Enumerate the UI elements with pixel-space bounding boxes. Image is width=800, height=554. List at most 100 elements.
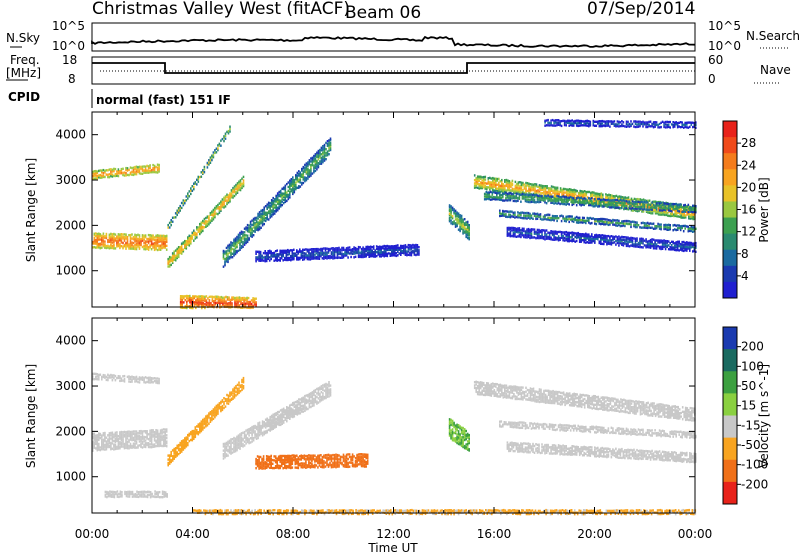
power-echo-cell [627, 219, 629, 223]
power-echo-cell [236, 243, 238, 247]
power-echo-cell [170, 259, 172, 263]
power-echo-cell [541, 192, 544, 195]
power-echo-cell [327, 255, 330, 258]
power-echo-cell [515, 229, 518, 232]
power-echo-cell [404, 253, 407, 256]
power-echo-cell [257, 225, 259, 228]
power-echo-cell [557, 195, 560, 198]
power-echo-cell [505, 194, 507, 197]
power-echo-cell [147, 248, 150, 251]
power-echo-cell [491, 196, 494, 199]
power-echo-cell [600, 125, 602, 128]
power-echo-cell [134, 238, 136, 241]
power-echo-cell [640, 122, 643, 126]
power-echo-cell [274, 255, 277, 258]
vel-echo-cell [129, 434, 132, 437]
power-echo-cell [585, 234, 587, 237]
power-echo-cell [634, 125, 637, 129]
vel-echo-cell [122, 437, 124, 440]
power-echo-cell [575, 119, 578, 122]
freq-unit-label: [MHz] [6, 66, 41, 80]
power-echo-cell [196, 297, 199, 300]
power-echo-cell [162, 246, 165, 249]
vel-echo-cell [104, 439, 106, 443]
power-echo-cell [120, 235, 123, 238]
power-echo-cell [237, 239, 240, 242]
power-echo-cell [98, 242, 100, 246]
power-echo-cell [217, 144, 219, 147]
power-echo-cell [311, 162, 314, 165]
power-echo-cell [138, 234, 141, 237]
power-echo-cell [634, 120, 637, 123]
power-echo-cell [671, 208, 673, 212]
power-echo-cell [684, 214, 687, 217]
power-echo-cell [666, 244, 668, 247]
power-echo-cell [372, 255, 375, 258]
power-echo-cell [577, 191, 580, 195]
power-echo-cell [661, 245, 664, 249]
power-echo-cell [560, 195, 563, 199]
power-echo-cell [225, 295, 227, 299]
power-echo-cell [250, 302, 253, 306]
power-echo-cell [499, 209, 501, 212]
power-echo-cell [628, 245, 631, 248]
power-echo-cell [657, 208, 660, 212]
power-echo-cell [523, 214, 525, 217]
power-echo-cell [185, 243, 188, 246]
power-echo-cell [205, 299, 208, 302]
power-echo-cell [667, 244, 670, 247]
power-echo-cell [329, 137, 332, 140]
power-echo-cell [264, 255, 266, 259]
power-echo-cell [147, 233, 150, 237]
power-echo-cell [305, 254, 307, 257]
power-echo-cell [255, 225, 258, 228]
power-echo-cell [508, 181, 511, 184]
power-echo-cell [273, 203, 276, 206]
power-echo-cell [96, 242, 99, 246]
power-echo-cell [179, 206, 181, 210]
power-echo-cell [242, 184, 245, 188]
power-echo-cell [302, 248, 304, 251]
power-echo-cell [202, 301, 205, 305]
power-echo-cell [559, 202, 561, 206]
power-echo-cell [576, 195, 578, 198]
power-echo-cell [282, 255, 284, 258]
vel-echo-cell [122, 435, 124, 438]
power-echo-cell [98, 236, 100, 239]
power-echo-cell [297, 256, 300, 259]
power-echo-cell [580, 240, 582, 243]
power-echo-cell [688, 209, 690, 212]
power-echo-cell [498, 183, 500, 186]
power-echo-cell [183, 301, 185, 304]
power-echo-cell [562, 236, 564, 239]
power-echo-cell [126, 169, 129, 172]
power-echo-cell [595, 233, 598, 237]
power-echo-cell [493, 179, 496, 182]
power-echo-cell [613, 235, 616, 239]
power-echo-cell [242, 233, 244, 236]
vel-echo-cell [131, 432, 133, 436]
power-echo-cell [227, 252, 229, 255]
power-echo-cell [214, 210, 216, 213]
power-echo-cell [553, 234, 555, 238]
power-echo-cell [246, 226, 249, 230]
power-echo-cell [252, 299, 254, 302]
power-echo-cell [398, 252, 401, 255]
power-echo-cell [643, 123, 646, 126]
power-echo-cell [407, 243, 410, 247]
power-echo-cell [481, 176, 483, 179]
power-echo-cell [122, 173, 124, 177]
power-echo-cell [530, 198, 533, 201]
power-echo-cell [137, 168, 139, 171]
power-echo-cell [285, 256, 288, 260]
vel-echo-cell [99, 446, 102, 449]
power-echo-cell [180, 244, 183, 247]
power-echo-cell [666, 241, 668, 244]
vel-echo-cell [96, 436, 99, 439]
power-echo-cell [516, 188, 518, 191]
power-echo-cell [643, 222, 646, 225]
power-echo-cell [547, 235, 549, 239]
power-echo-cell [245, 237, 247, 240]
power-echo-cell [673, 123, 676, 126]
power-echo-cell [501, 188, 503, 191]
